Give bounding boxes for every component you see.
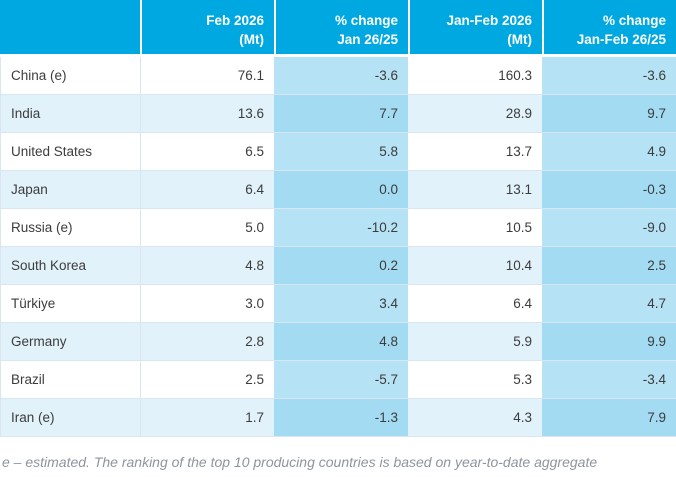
cell-feb-mt: 5.0 <box>140 209 274 247</box>
cell-pct-change-jan: -1.3 <box>274 399 408 437</box>
cell-janfeb-mt: 160.3 <box>408 57 542 95</box>
header-label-janfeb-line2: (Mt) <box>507 32 532 47</box>
cell-country: Türkiye <box>0 285 140 323</box>
cell-pct-change-janfeb: 9.7 <box>542 95 676 133</box>
table-row-japan: Japan 6.4 0.0 13.1 -0.3 <box>0 171 676 209</box>
cell-feb-mt: 4.8 <box>140 247 274 285</box>
cell-country: Brazil <box>0 361 140 399</box>
cell-pct-change-jan: -10.2 <box>274 209 408 247</box>
header-label-pct-jan-line1: % change <box>334 13 398 28</box>
cell-country: Germany <box>0 323 140 361</box>
cell-janfeb-mt: 13.7 <box>408 133 542 171</box>
header-cell-pct-change-jan: % change Jan 26/25 <box>274 0 408 57</box>
cell-pct-change-jan: 7.7 <box>274 95 408 133</box>
cell-pct-change-jan: -3.6 <box>274 57 408 95</box>
table-header: Feb 2026 (Mt) % change Jan 26/25 Jan-Feb… <box>0 0 676 57</box>
cell-pct-change-janfeb: -0.3 <box>542 171 676 209</box>
cell-pct-change-janfeb: 2.5 <box>542 247 676 285</box>
cell-pct-change-janfeb: 7.9 <box>542 399 676 437</box>
table-row-turkiye: Türkiye 3.0 3.4 6.4 4.7 <box>0 285 676 323</box>
table-row-china: China (e) 76.1 -3.6 160.3 -3.6 <box>0 57 676 95</box>
table-row-iran: Iran (e) 1.7 -1.3 4.3 7.9 <box>0 399 676 437</box>
cell-country: Russia (e) <box>0 209 140 247</box>
cell-pct-change-janfeb: -9.0 <box>542 209 676 247</box>
cell-pct-change-jan: 3.4 <box>274 285 408 323</box>
header-cell-pct-change-janfeb: % change Jan-Feb 26/25 <box>542 0 676 57</box>
header-label-pct-jan-line2: Jan 26/25 <box>337 32 398 47</box>
header-cell-country-blank <box>0 0 140 57</box>
cell-feb-mt: 76.1 <box>140 57 274 95</box>
cell-janfeb-mt: 6.4 <box>408 285 542 323</box>
cell-janfeb-mt: 28.9 <box>408 95 542 133</box>
table-row-united-states: United States 6.5 5.8 13.7 4.9 <box>0 133 676 171</box>
cell-janfeb-mt: 5.3 <box>408 361 542 399</box>
cell-janfeb-mt: 10.5 <box>408 209 542 247</box>
cell-pct-change-janfeb: -3.6 <box>542 57 676 95</box>
cell-feb-mt: 2.8 <box>140 323 274 361</box>
cell-country: United States <box>0 133 140 171</box>
cell-feb-mt: 6.4 <box>140 171 274 209</box>
production-table: Feb 2026 (Mt) % change Jan 26/25 Jan-Feb… <box>0 0 676 437</box>
cell-janfeb-mt: 10.4 <box>408 247 542 285</box>
header-cell-feb-2026: Feb 2026 (Mt) <box>140 0 274 57</box>
table-body: China (e) 76.1 -3.6 160.3 -3.6 India 13.… <box>0 57 676 437</box>
cell-pct-change-jan: 0.2 <box>274 247 408 285</box>
cell-country: Iran (e) <box>0 399 140 437</box>
header-label-feb-line1: Feb 2026 <box>206 13 264 28</box>
cell-pct-change-jan: -5.7 <box>274 361 408 399</box>
cell-janfeb-mt: 4.3 <box>408 399 542 437</box>
table-row-brazil: Brazil 2.5 -5.7 5.3 -3.4 <box>0 361 676 399</box>
footnote: e – estimated. The ranking of the top 10… <box>2 454 598 470</box>
table-row-russia: Russia (e) 5.0 -10.2 10.5 -9.0 <box>0 209 676 247</box>
cell-pct-change-jan: 0.0 <box>274 171 408 209</box>
cell-feb-mt: 6.5 <box>140 133 274 171</box>
cell-feb-mt: 13.6 <box>140 95 274 133</box>
cell-pct-change-jan: 5.8 <box>274 133 408 171</box>
cell-janfeb-mt: 13.1 <box>408 171 542 209</box>
header-label-feb-line2: (Mt) <box>239 32 264 47</box>
header-cell-janfeb-2026: Jan-Feb 2026 (Mt) <box>408 0 542 57</box>
cell-country: South Korea <box>0 247 140 285</box>
cell-country: India <box>0 95 140 133</box>
cell-janfeb-mt: 5.9 <box>408 323 542 361</box>
cell-country: Japan <box>0 171 140 209</box>
cell-pct-change-janfeb: 4.9 <box>542 133 676 171</box>
cell-feb-mt: 1.7 <box>140 399 274 437</box>
table-row-india: India 13.6 7.7 28.9 9.7 <box>0 95 676 133</box>
cell-pct-change-janfeb: -3.4 <box>542 361 676 399</box>
cell-feb-mt: 3.0 <box>140 285 274 323</box>
table-row-south-korea: South Korea 4.8 0.2 10.4 2.5 <box>0 247 676 285</box>
cell-country: China (e) <box>0 57 140 95</box>
header-label-janfeb-line1: Jan-Feb 2026 <box>446 13 532 28</box>
cell-pct-change-janfeb: 9.9 <box>542 323 676 361</box>
cell-pct-change-jan: 4.8 <box>274 323 408 361</box>
cell-pct-change-janfeb: 4.7 <box>542 285 676 323</box>
header-label-pct-janfeb-line2: Jan-Feb 26/25 <box>576 32 666 47</box>
cell-feb-mt: 2.5 <box>140 361 274 399</box>
header-row: Feb 2026 (Mt) % change Jan 26/25 Jan-Feb… <box>0 0 676 57</box>
header-label-pct-janfeb-line1: % change <box>602 13 666 28</box>
table-row-germany: Germany 2.8 4.8 5.9 9.9 <box>0 323 676 361</box>
